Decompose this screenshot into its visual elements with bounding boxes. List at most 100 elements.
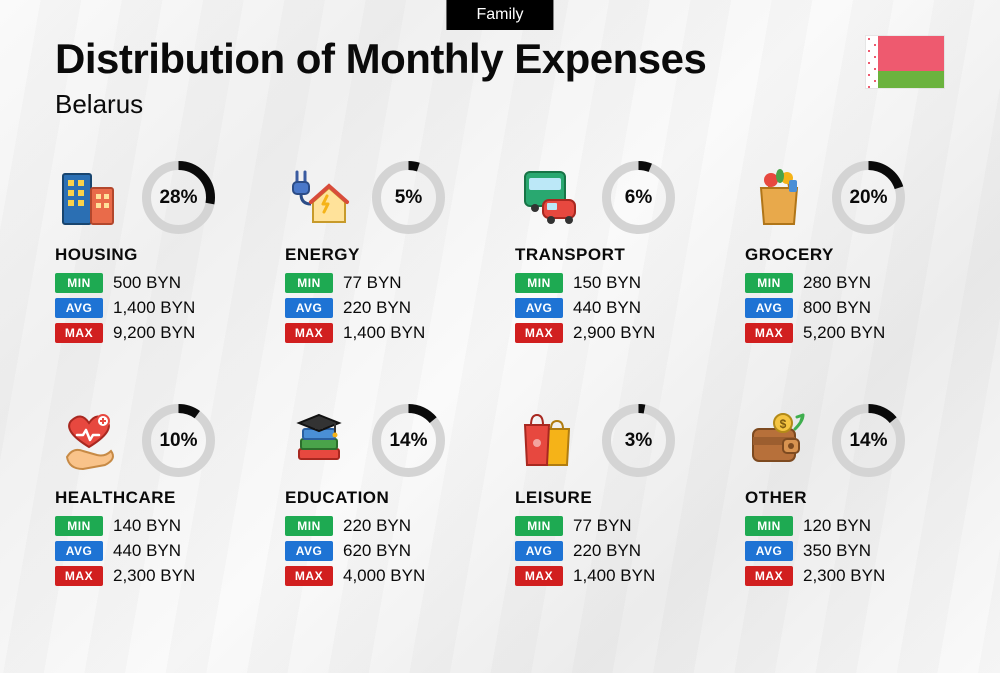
percent-label: 14%: [831, 403, 906, 478]
avg-value: 440 BYN: [113, 541, 181, 561]
avg-value: 220 BYN: [343, 298, 411, 318]
avg-badge: AVG: [745, 541, 793, 561]
expense-card-education: 14% EDUCATION MIN 220 BYN AVG 620 BYN MA…: [285, 403, 495, 591]
heart-hand-icon: [55, 407, 123, 475]
avg-value: 1,400 BYN: [113, 298, 195, 318]
min-value: 280 BYN: [803, 273, 871, 293]
max-value: 4,000 BYN: [343, 566, 425, 586]
max-value: 5,200 BYN: [803, 323, 885, 343]
avg-badge: AVG: [285, 298, 333, 318]
max-value: 1,400 BYN: [343, 323, 425, 343]
min-value: 77 BYN: [573, 516, 632, 536]
expense-card-other: $ 14% OTHER MIN 120 BYN AVG 350 BYN MAX …: [745, 403, 955, 591]
header: Distribution of Monthly Expenses Belarus: [55, 35, 945, 120]
percent-label: 5%: [371, 160, 446, 235]
percent-donut: 6%: [601, 160, 676, 235]
max-badge: MAX: [745, 566, 793, 586]
avg-badge: AVG: [515, 541, 563, 561]
max-value: 2,900 BYN: [573, 323, 655, 343]
stat-list: MIN 77 BYN AVG 220 BYN MAX 1,400 BYN: [285, 273, 495, 343]
percent-label: 6%: [601, 160, 676, 235]
min-badge: MIN: [285, 273, 333, 293]
max-value: 2,300 BYN: [113, 566, 195, 586]
wallet-arrow-icon: $: [745, 407, 813, 475]
stat-list: MIN 150 BYN AVG 440 BYN MAX 2,900 BYN: [515, 273, 725, 343]
percent-label: 20%: [831, 160, 906, 235]
expense-card-transport: 6% TRANSPORT MIN 150 BYN AVG 440 BYN MAX…: [515, 160, 725, 348]
min-badge: MIN: [745, 516, 793, 536]
min-value: 120 BYN: [803, 516, 871, 536]
svg-text:$: $: [780, 417, 787, 431]
max-badge: MAX: [515, 323, 563, 343]
avg-badge: AVG: [745, 298, 793, 318]
category-name: EDUCATION: [285, 488, 495, 508]
stat-list: MIN 500 BYN AVG 1,400 BYN MAX 9,200 BYN: [55, 273, 265, 343]
max-badge: MAX: [55, 323, 103, 343]
expense-grid: 28% HOUSING MIN 500 BYN AVG 1,400 BYN MA…: [55, 160, 955, 591]
stat-list: MIN 77 BYN AVG 220 BYN MAX 1,400 BYN: [515, 516, 725, 586]
max-value: 1,400 BYN: [573, 566, 655, 586]
expense-card-grocery: 20% GROCERY MIN 280 BYN AVG 800 BYN MAX …: [745, 160, 955, 348]
plug-house-icon: [285, 164, 353, 232]
category-name: GROCERY: [745, 245, 955, 265]
avg-badge: AVG: [515, 298, 563, 318]
max-value: 2,300 BYN: [803, 566, 885, 586]
category-name: HEALTHCARE: [55, 488, 265, 508]
min-badge: MIN: [515, 516, 563, 536]
percent-label: 10%: [141, 403, 216, 478]
max-value: 9,200 BYN: [113, 323, 195, 343]
expense-card-healthcare: 10% HEALTHCARE MIN 140 BYN AVG 440 BYN M…: [55, 403, 265, 591]
percent-label: 28%: [141, 160, 216, 235]
percent-donut: 14%: [371, 403, 446, 478]
stat-list: MIN 140 BYN AVG 440 BYN MAX 2,300 BYN: [55, 516, 265, 586]
max-badge: MAX: [285, 323, 333, 343]
min-badge: MIN: [745, 273, 793, 293]
expense-card-housing: 28% HOUSING MIN 500 BYN AVG 1,400 BYN MA…: [55, 160, 265, 348]
grocery-bag-icon: [745, 164, 813, 232]
percent-donut: 14%: [831, 403, 906, 478]
percent-donut: 20%: [831, 160, 906, 235]
min-value: 500 BYN: [113, 273, 181, 293]
page-subtitle: Belarus: [55, 89, 945, 120]
avg-badge: AVG: [55, 298, 103, 318]
avg-value: 440 BYN: [573, 298, 641, 318]
shopping-bags-icon: [515, 407, 583, 475]
page-title: Distribution of Monthly Expenses: [55, 35, 945, 83]
category-name: ENERGY: [285, 245, 495, 265]
stat-list: MIN 280 BYN AVG 800 BYN MAX 5,200 BYN: [745, 273, 955, 343]
category-name: TRANSPORT: [515, 245, 725, 265]
stat-list: MIN 120 BYN AVG 350 BYN MAX 2,300 BYN: [745, 516, 955, 586]
min-value: 220 BYN: [343, 516, 411, 536]
percent-label: 14%: [371, 403, 446, 478]
min-value: 77 BYN: [343, 273, 402, 293]
max-badge: MAX: [745, 323, 793, 343]
min-badge: MIN: [285, 516, 333, 536]
category-tag: Family: [446, 0, 553, 30]
max-badge: MAX: [515, 566, 563, 586]
bus-car-icon: [515, 164, 583, 232]
belarus-flag-icon: [865, 35, 945, 89]
grad-books-icon: [285, 407, 353, 475]
min-badge: MIN: [515, 273, 563, 293]
min-value: 150 BYN: [573, 273, 641, 293]
avg-value: 620 BYN: [343, 541, 411, 561]
category-name: HOUSING: [55, 245, 265, 265]
avg-value: 350 BYN: [803, 541, 871, 561]
percent-donut: 5%: [371, 160, 446, 235]
expense-card-energy: 5% ENERGY MIN 77 BYN AVG 220 BYN MAX 1,4…: [285, 160, 495, 348]
min-badge: MIN: [55, 273, 103, 293]
expense-card-leisure: 3% LEISURE MIN 77 BYN AVG 220 BYN MAX 1,…: [515, 403, 725, 591]
max-badge: MAX: [55, 566, 103, 586]
avg-badge: AVG: [285, 541, 333, 561]
min-value: 140 BYN: [113, 516, 181, 536]
percent-donut: 10%: [141, 403, 216, 478]
min-badge: MIN: [55, 516, 103, 536]
max-badge: MAX: [285, 566, 333, 586]
stat-list: MIN 220 BYN AVG 620 BYN MAX 4,000 BYN: [285, 516, 495, 586]
percent-label: 3%: [601, 403, 676, 478]
buildings-icon: [55, 164, 123, 232]
avg-value: 220 BYN: [573, 541, 641, 561]
avg-badge: AVG: [55, 541, 103, 561]
avg-value: 800 BYN: [803, 298, 871, 318]
percent-donut: 28%: [141, 160, 216, 235]
